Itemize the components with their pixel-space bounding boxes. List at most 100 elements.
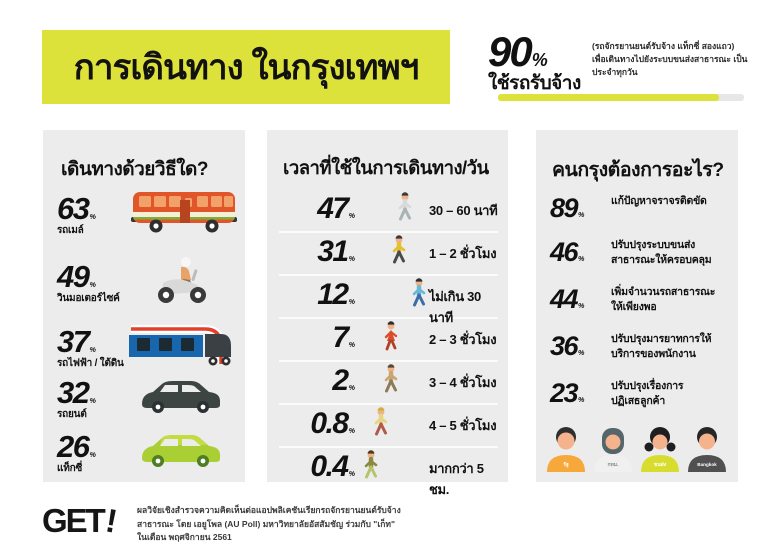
percent-sign: % <box>89 280 96 289</box>
mode-label: รถเมล์ <box>57 225 84 236</box>
walker-icon <box>381 321 401 358</box>
title-banner: การเดินทาง ในกรุงเทพฯ <box>42 30 450 104</box>
taxi-icon <box>137 430 225 475</box>
train-icon <box>129 322 237 373</box>
want-row: 46% ปรับปรุงระบบขนส่ง สาธารณะให้ครอบคลุม <box>550 236 732 267</box>
time-label: 4 – 5 ชั่วโมง <box>429 418 497 433</box>
avatar-citizen-gray-bob: กทม. <box>591 424 635 472</box>
bus-icon <box>131 190 237 239</box>
mode-row-taxi: 26% แท็กซี่ <box>57 430 237 475</box>
time-row: 0.8% 4 – 5 ชั่วโมง <box>279 405 498 448</box>
walker-icon <box>409 278 429 315</box>
percent-sign: % <box>578 254 585 263</box>
stat-note: (รถจักรยานยนต์รับจ้าง แท็กซี่ สองแถว) เพ… <box>592 41 748 78</box>
mode-percent: 37 <box>57 324 90 359</box>
avatar-shirt-label: ขนส่ง <box>654 461 667 468</box>
walker-icon <box>371 407 391 444</box>
percent-sign: % <box>578 210 585 219</box>
percent-sign: % <box>578 348 585 357</box>
mode-label: รถยนต์ <box>57 409 87 420</box>
time-percent: 31 <box>317 235 349 268</box>
avatar-group: รัฐ กทม. ขนส่ง <box>544 424 729 472</box>
want-label: ปรับปรุงระบบขนส่ง สาธารณะให้ครอบคลุม <box>611 239 712 266</box>
mode-row-car: 32% รถยนต์ <box>57 376 237 421</box>
time-row: 12% ไม่เกิน 30 นาที <box>279 276 498 325</box>
time-row: 31% 1 – 2 ชั่วโมง <box>279 233 498 276</box>
time-percent: 0.4 <box>310 450 349 483</box>
percent-sign: % <box>89 212 96 221</box>
want-percent: 44 <box>550 284 579 314</box>
want-row: 89% แก้ปัญหาจราจรติดขัด <box>550 192 732 222</box>
percent-sign: % <box>348 383 355 392</box>
percent-sign: % <box>348 426 355 435</box>
time-heading: เวลาที่ใช้ในการเดินทาง/วัน <box>283 157 489 178</box>
percent-sign: % <box>578 301 585 310</box>
want-row: 23% ปรับปรุงเรื่องการ ปฏิเสธลูกค้า <box>550 377 732 408</box>
avatar-shirt-label: รัฐ <box>563 461 569 468</box>
percent-sign: % <box>89 396 96 405</box>
footnote: ผลวิจัยเชิงสำรวจความคิดเห็นต่อแอปพลิเคชั… <box>137 505 401 543</box>
time-label: 30 – 60 นาที <box>429 203 498 218</box>
mode-row-bus: 63% รถเมล์ <box>57 190 237 239</box>
page-title: การเดินทาง ในกรุงเทพฯ <box>73 47 420 87</box>
percent-sign: % <box>89 345 96 354</box>
panel-travel-time: เวลาที่ใช้ในการเดินทาง/วัน 47% 30 – 60 น… <box>267 130 508 497</box>
walker-icon <box>395 192 415 229</box>
panel-travel-modes: เดินทางด้วยวิธีใด? 63% รถเมล์ <box>43 130 245 482</box>
car-icon <box>137 376 225 421</box>
mode-percent: 26 <box>57 429 90 464</box>
time-label: 1 – 2 ชั่วโมง <box>429 246 497 261</box>
mode-label: วินมอเตอร์ไซค์ <box>57 293 120 304</box>
walker-icon <box>361 450 381 487</box>
percent-sign: % <box>348 340 355 349</box>
percent-sign: % <box>348 297 355 306</box>
time-row: 2% 3 – 4 ชั่วโมง <box>279 362 498 405</box>
percent-sign: % <box>348 254 355 263</box>
percent-sign: % <box>578 395 585 404</box>
motorcycle-icon <box>153 255 211 310</box>
want-label: ปรับปรุงเรื่องการ ปฏิเสธลูกค้า <box>611 380 684 407</box>
time-percent: 0.8 <box>310 407 349 440</box>
time-percent: 12 <box>317 278 349 311</box>
want-percent: 36 <box>550 331 579 361</box>
time-percent: 7 <box>332 321 349 354</box>
mode-percent: 63 <box>57 191 90 226</box>
avatar-citizen-dark: Bangkok <box>685 424 729 472</box>
percent-sign: % <box>348 211 355 220</box>
want-label: แก้ปัญหาจราจรติดขัด <box>611 195 707 207</box>
avatar-citizen-pigtails: ขนส่ง <box>638 424 682 472</box>
percent-sign: % <box>348 469 355 478</box>
want-percent: 23 <box>550 378 579 408</box>
want-label: ปรับปรุงมารยาทการให้ บริการของพนักงาน <box>611 333 712 360</box>
time-percent: 47 <box>317 192 349 225</box>
percent-sign: % <box>89 450 96 459</box>
wants-heading: คนกรุงต้องการอะไร? <box>552 159 724 181</box>
time-label: มากกว่า 5 ชม. <box>429 461 484 497</box>
time-row: 0.4% มากกว่า 5 ชม. <box>279 448 498 497</box>
mode-percent: 49 <box>57 259 90 294</box>
mode-row-train: 37% รถไฟฟ้า / ใต้ดิน <box>57 322 237 373</box>
want-row: 44% เพิ่มจำนวนรถสาธารณะ ให้เพียงพอ <box>550 283 732 314</box>
want-row: 36% ปรับปรุงมารยาทการให้ บริการของพนักงาน <box>550 330 732 361</box>
usage-bar-fill <box>498 94 720 101</box>
usage-bar <box>498 94 744 101</box>
time-label: 2 – 3 ชั่วโมง <box>429 332 497 347</box>
get-logo: GET! <box>42 501 119 540</box>
want-percent: 46 <box>550 237 579 267</box>
want-label: เพิ่มจำนวนรถสาธารณะ ให้เพียงพอ <box>611 286 716 313</box>
logo-exclamation: ! <box>102 501 119 540</box>
walker-icon <box>389 235 409 272</box>
avatar-shirt-label: กทม. <box>607 462 619 468</box>
mode-percent: 32 <box>57 375 90 410</box>
mode-label: แท็กซี่ <box>57 463 83 474</box>
avatar-citizen-orange: รัฐ <box>544 424 588 472</box>
time-row: 47% 30 – 60 นาที <box>279 190 498 233</box>
time-label: 3 – 4 ชั่วโมง <box>429 375 497 390</box>
time-label: ไม่เกิน 30 นาที <box>429 289 481 325</box>
walker-icon <box>381 364 401 401</box>
modes-heading: เดินทางด้วยวิธีใด? <box>61 159 208 180</box>
percent-sign: % <box>531 50 548 70</box>
time-percent: 2 <box>332 364 349 397</box>
stat-label: ใช้รถรับจ้าง <box>488 73 581 94</box>
